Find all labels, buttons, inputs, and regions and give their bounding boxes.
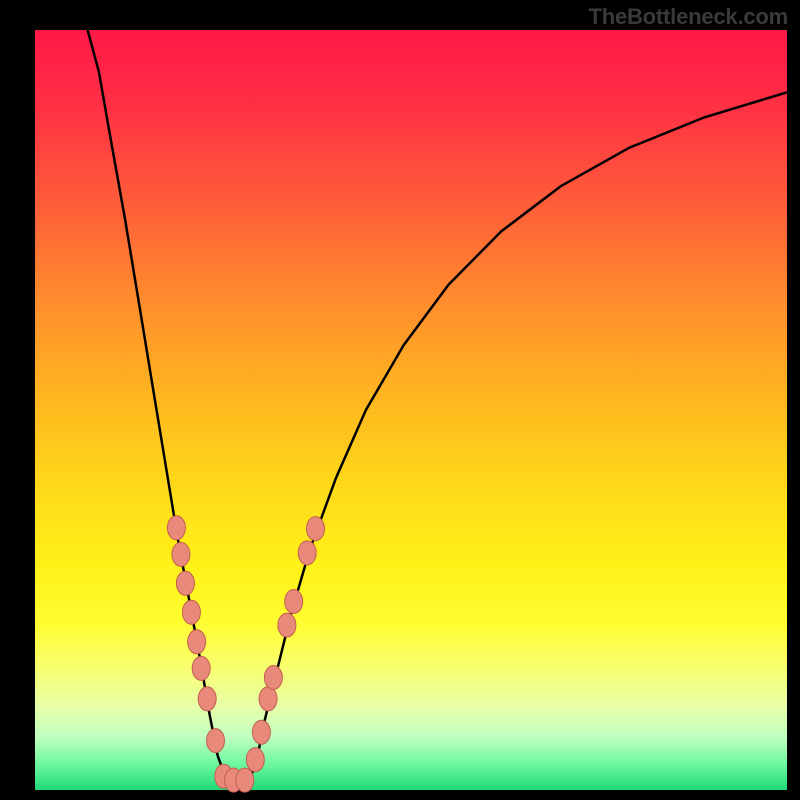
marker-dot: [259, 687, 277, 711]
marker-group: [167, 516, 324, 792]
marker-dot: [236, 768, 254, 792]
plot-area: [35, 30, 787, 790]
marker-dot: [198, 687, 216, 711]
marker-dot: [264, 666, 282, 690]
marker-dot: [192, 656, 210, 680]
marker-dot: [278, 613, 296, 637]
marker-dot: [246, 748, 264, 772]
marker-dot: [176, 571, 194, 595]
marker-dot: [252, 720, 270, 744]
marker-dot: [182, 600, 200, 624]
curve-layer: [35, 30, 787, 790]
marker-dot: [167, 516, 185, 540]
marker-dot: [207, 729, 225, 753]
marker-dot: [188, 630, 206, 654]
marker-dot: [307, 517, 325, 541]
marker-dot: [172, 542, 190, 566]
marker-dot: [285, 590, 303, 614]
watermark-text: TheBottleneck.com: [588, 4, 788, 30]
marker-dot: [298, 541, 316, 565]
